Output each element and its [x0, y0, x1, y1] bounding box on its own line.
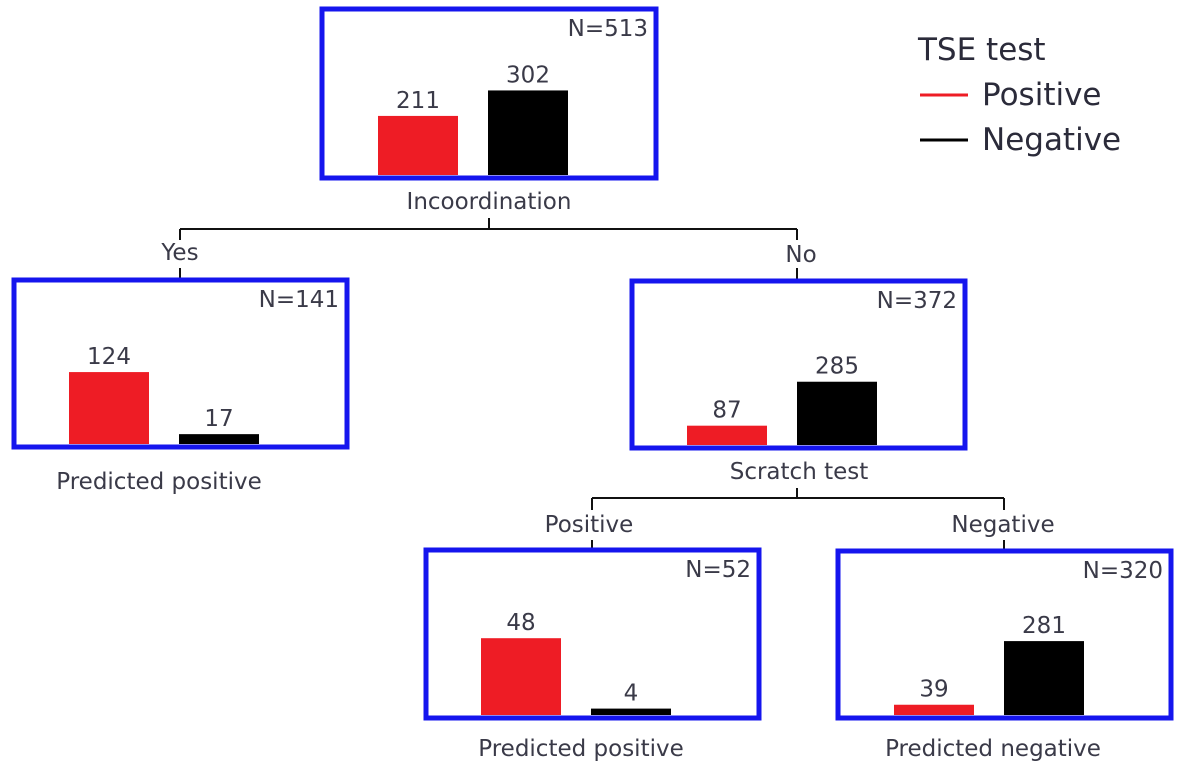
node-count: N=372: [877, 288, 957, 314]
bar-positive: [378, 115, 458, 175]
bar-label-positive: 39: [919, 677, 948, 703]
legend: TSE test Positive Negative: [917, 32, 1121, 158]
bar-positive: [69, 372, 149, 444]
bar-label-negative: 281: [1022, 613, 1066, 639]
bar-negative: [488, 90, 568, 175]
bar-label-positive: 211: [396, 88, 440, 114]
node-caption: Predicted negative: [885, 736, 1101, 762]
node-caption: Scratch test: [730, 459, 869, 485]
node-count: N=52: [685, 557, 751, 583]
bar-negative: [1004, 641, 1084, 715]
node-count: N=320: [1083, 558, 1163, 584]
bar-negative: [591, 708, 671, 715]
bar-positive: [481, 638, 561, 715]
bar-positive: [687, 425, 767, 445]
legend-label-positive: Positive: [982, 77, 1102, 113]
edge-label-positive: Positive: [545, 512, 634, 538]
node-count: N=513: [568, 16, 648, 42]
node-caption: Incoordination: [407, 189, 572, 215]
node-root: N=513 211 302 Incoordination: [319, 6, 659, 215]
bar-negative: [179, 434, 259, 444]
node-count: N=141: [259, 287, 339, 313]
node-caption: Predicted positive: [478, 736, 684, 762]
bar-label-negative: 4: [624, 681, 639, 707]
node-caption: Predicted positive: [56, 469, 262, 495]
bar-label-negative: 302: [506, 62, 550, 88]
bar-label-positive: 87: [712, 398, 741, 424]
node-box: [11, 277, 350, 450]
edge-label-no: No: [785, 242, 816, 268]
node-right: N=372 87 285 Scratch test: [629, 278, 968, 485]
bar-label-positive: 124: [87, 344, 131, 370]
edges-root: Yes No: [160, 218, 817, 280]
edge-label-yes: Yes: [160, 240, 198, 266]
bar-label-negative: 285: [815, 354, 859, 380]
bar-label-positive: 48: [506, 610, 535, 636]
node-right-right: N=320 39 281 Predicted negative: [835, 548, 1174, 762]
bar-positive: [894, 704, 974, 715]
node-box: [629, 278, 968, 451]
legend-label-negative: Negative: [982, 122, 1121, 158]
bar-negative: [797, 381, 877, 445]
legend-title: TSE test: [917, 32, 1046, 68]
bar-label-negative: 17: [204, 406, 233, 432]
node-left: N=141 124 17 Predicted positive: [11, 277, 350, 495]
edge-label-negative: Negative: [951, 512, 1054, 538]
node-right-left: N=52 48 4 Predicted positive: [423, 547, 762, 762]
edges-scratch: Positive Negative: [545, 488, 1055, 550]
